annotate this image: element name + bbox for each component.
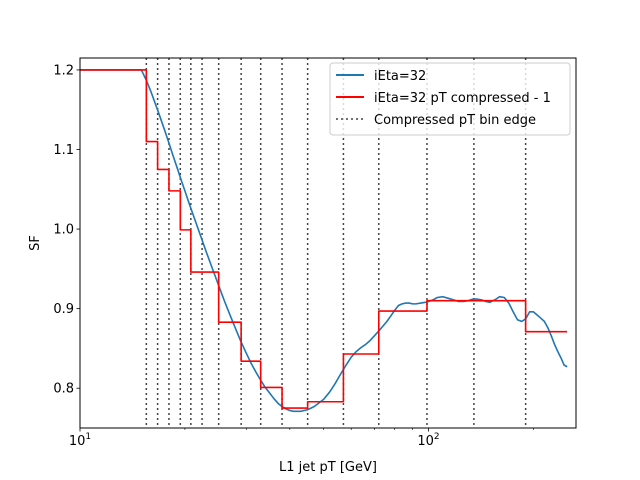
legend-box bbox=[329, 62, 571, 136]
y-tick-label: 1.2 bbox=[53, 63, 74, 78]
y-axis-label: SF bbox=[28, 235, 43, 251]
x-axis-ticks: 101 102 bbox=[69, 428, 534, 449]
y-tick-label: 0.9 bbox=[53, 302, 74, 317]
legend-label-iEta-32: iEta=32 bbox=[374, 69, 426, 84]
x-axis-label: L1 jet pT [GeV] bbox=[279, 460, 377, 475]
series-lines bbox=[80, 69, 568, 413]
y-tick-label: 0.8 bbox=[53, 382, 74, 397]
x-tick-label: 102 bbox=[417, 432, 439, 449]
x-tick-label: 101 bbox=[69, 432, 91, 449]
axes-frame bbox=[79, 57, 577, 429]
y-tick-label: 1.1 bbox=[53, 143, 74, 158]
legend: iEta=32 iEta=32 pT compressed - 1 Compre… bbox=[329, 62, 571, 136]
y-tick-label: 1.0 bbox=[53, 223, 74, 238]
y-axis-ticks: 0.8 0.9 1.0 1.1 1.2 bbox=[53, 63, 80, 397]
series-line-iEta-32-compressed bbox=[80, 69, 568, 409]
legend-label-iEta-32-compressed: iEta=32 pT compressed - 1 bbox=[374, 91, 551, 106]
legend-label-bin-edge: Compressed pT bin edge bbox=[374, 113, 536, 128]
